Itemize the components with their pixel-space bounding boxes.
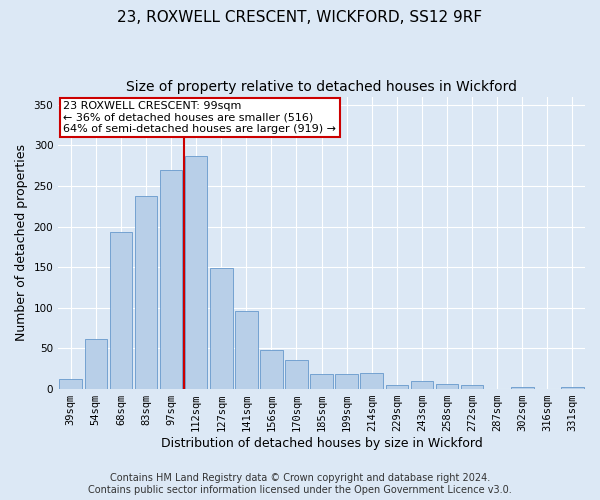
Bar bbox=[134, 196, 157, 389]
Bar bbox=[361, 373, 383, 389]
Bar bbox=[285, 360, 308, 389]
Bar bbox=[210, 268, 233, 389]
Bar bbox=[59, 378, 82, 389]
X-axis label: Distribution of detached houses by size in Wickford: Distribution of detached houses by size … bbox=[161, 437, 482, 450]
Bar bbox=[85, 338, 107, 389]
Text: 23 ROXWELL CRESCENT: 99sqm
← 36% of detached houses are smaller (516)
64% of sem: 23 ROXWELL CRESCENT: 99sqm ← 36% of deta… bbox=[64, 101, 337, 134]
Y-axis label: Number of detached properties: Number of detached properties bbox=[15, 144, 28, 342]
Bar bbox=[386, 385, 408, 389]
Bar bbox=[310, 374, 333, 389]
Bar bbox=[461, 385, 484, 389]
Bar bbox=[511, 386, 533, 389]
Bar bbox=[410, 381, 433, 389]
Bar bbox=[260, 350, 283, 389]
Bar bbox=[160, 170, 182, 389]
Bar bbox=[436, 384, 458, 389]
Bar bbox=[235, 311, 257, 389]
Bar bbox=[335, 374, 358, 389]
Bar bbox=[185, 156, 208, 389]
Bar bbox=[110, 232, 132, 389]
Bar bbox=[561, 386, 584, 389]
Title: Size of property relative to detached houses in Wickford: Size of property relative to detached ho… bbox=[126, 80, 517, 94]
Text: Contains HM Land Registry data © Crown copyright and database right 2024.
Contai: Contains HM Land Registry data © Crown c… bbox=[88, 474, 512, 495]
Text: 23, ROXWELL CRESCENT, WICKFORD, SS12 9RF: 23, ROXWELL CRESCENT, WICKFORD, SS12 9RF bbox=[118, 10, 482, 25]
